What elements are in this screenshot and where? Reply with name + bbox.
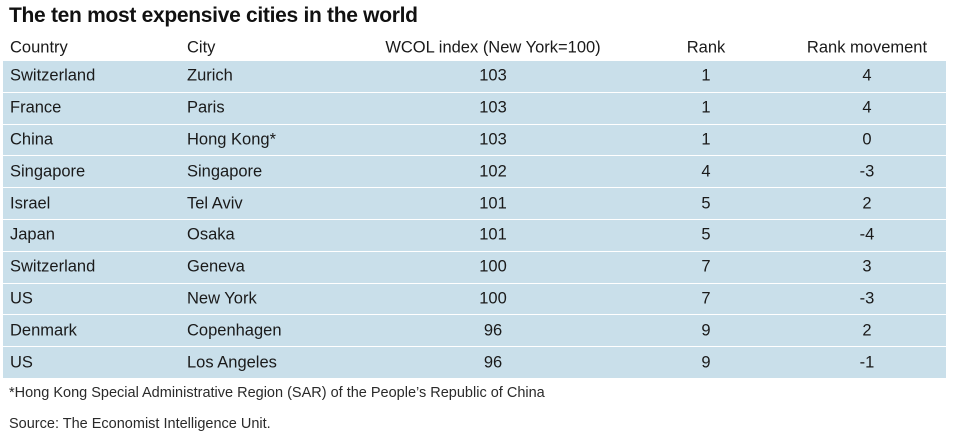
cell-rank: 7 xyxy=(701,257,711,276)
cell-rank-movement: -4 xyxy=(859,225,875,244)
cell-city: Tel Aviv xyxy=(187,194,243,213)
header-wcol-index: WCOL index (New York=100) xyxy=(385,38,601,57)
cell-wcol-index: 103 xyxy=(479,130,507,149)
cell-country: France xyxy=(10,98,62,117)
cell-rank: 5 xyxy=(701,194,711,213)
cell-wcol-index: 100 xyxy=(479,257,507,276)
header-rank-movement: Rank movement xyxy=(806,38,928,57)
table-header-row: Country City WCOL index (New York=100) R… xyxy=(3,33,946,61)
cell-city: Copenhagen xyxy=(187,321,282,340)
cell-city: Hong Kong* xyxy=(187,130,276,149)
cell-wcol-index: 103 xyxy=(479,98,507,117)
cell-rank: 5 xyxy=(701,225,711,244)
cell-city: Singapore xyxy=(187,162,263,181)
header-city: City xyxy=(187,38,216,57)
cell-rank: 4 xyxy=(701,162,711,181)
cell-rank: 1 xyxy=(701,66,711,85)
table-row: Singapore Singapore 102 4 -3 xyxy=(3,156,946,189)
cell-rank: 7 xyxy=(701,289,711,308)
table-row: Israel Tel Aviv 101 5 2 xyxy=(3,188,946,220)
cell-rank: 9 xyxy=(701,353,711,372)
cell-wcol-index: 102 xyxy=(479,162,507,181)
cell-rank: 1 xyxy=(701,130,711,149)
cell-city: Osaka xyxy=(187,225,235,244)
cell-wcol-index: 100 xyxy=(479,289,507,308)
cell-wcol-index: 96 xyxy=(483,353,503,372)
cell-rank-movement: 0 xyxy=(862,130,872,149)
table-row: US Los Angeles 96 9 -1 xyxy=(3,347,946,379)
cell-city: Paris xyxy=(187,98,225,117)
cell-country: Denmark xyxy=(10,321,77,340)
chart-title: The ten most expensive cities in the wor… xyxy=(9,4,418,27)
cell-country: US xyxy=(10,353,33,372)
header-country: Country xyxy=(10,38,68,57)
cell-wcol-index: 101 xyxy=(479,225,507,244)
table-body: Switzerland Zurich 103 1 4 France Paris 103 1 4 Ch… xyxy=(3,61,946,379)
cities-table: Country City WCOL index (New York=100) R… xyxy=(3,33,946,379)
table-row: China Hong Kong* 103 1 0 xyxy=(3,124,946,157)
cell-wcol-index: 96 xyxy=(483,321,503,340)
cell-city: New York xyxy=(187,289,257,308)
cell-rank-movement: 4 xyxy=(862,66,872,85)
cell-rank-movement: -3 xyxy=(859,162,875,181)
cell-wcol-index: 101 xyxy=(479,194,507,213)
cell-city: Geneva xyxy=(187,257,245,276)
cell-country: China xyxy=(10,130,54,149)
cell-country: Switzerland xyxy=(10,257,96,276)
cell-rank-movement: 2 xyxy=(862,321,872,340)
cell-rank-movement: 2 xyxy=(862,194,872,213)
cell-country: Israel xyxy=(10,194,51,213)
cell-rank-movement: -1 xyxy=(859,353,875,372)
cell-country: US xyxy=(10,289,33,308)
cell-city: Zurich xyxy=(187,66,233,85)
cell-rank-movement: -3 xyxy=(859,289,875,308)
header-rank: Rank xyxy=(686,38,726,57)
table-row: Japan Osaka 101 5 -4 xyxy=(3,219,946,252)
cell-rank-movement: 4 xyxy=(862,98,872,117)
cell-city: Los Angeles xyxy=(187,353,277,372)
cell-country: Switzerland xyxy=(10,66,96,85)
table-row: US New York 100 7 -3 xyxy=(3,283,946,316)
table-row: France Paris 103 1 4 xyxy=(3,92,946,125)
cell-country: Japan xyxy=(10,225,55,244)
cell-rank: 9 xyxy=(701,321,711,340)
table-row: Switzerland Zurich 103 1 4 xyxy=(3,61,946,93)
cell-wcol-index: 103 xyxy=(479,66,507,85)
cell-country: Singapore xyxy=(10,162,86,181)
table-row: Switzerland Geneva 100 7 3 xyxy=(3,251,946,284)
cell-rank: 1 xyxy=(701,98,711,117)
cell-rank-movement: 3 xyxy=(862,257,872,276)
source-note: Source: The Economist Intelligence Unit. xyxy=(9,416,271,432)
table-row: Denmark Copenhagen 96 9 2 xyxy=(3,315,946,348)
footnote: *Hong Kong Special Administrative Region… xyxy=(9,385,545,401)
